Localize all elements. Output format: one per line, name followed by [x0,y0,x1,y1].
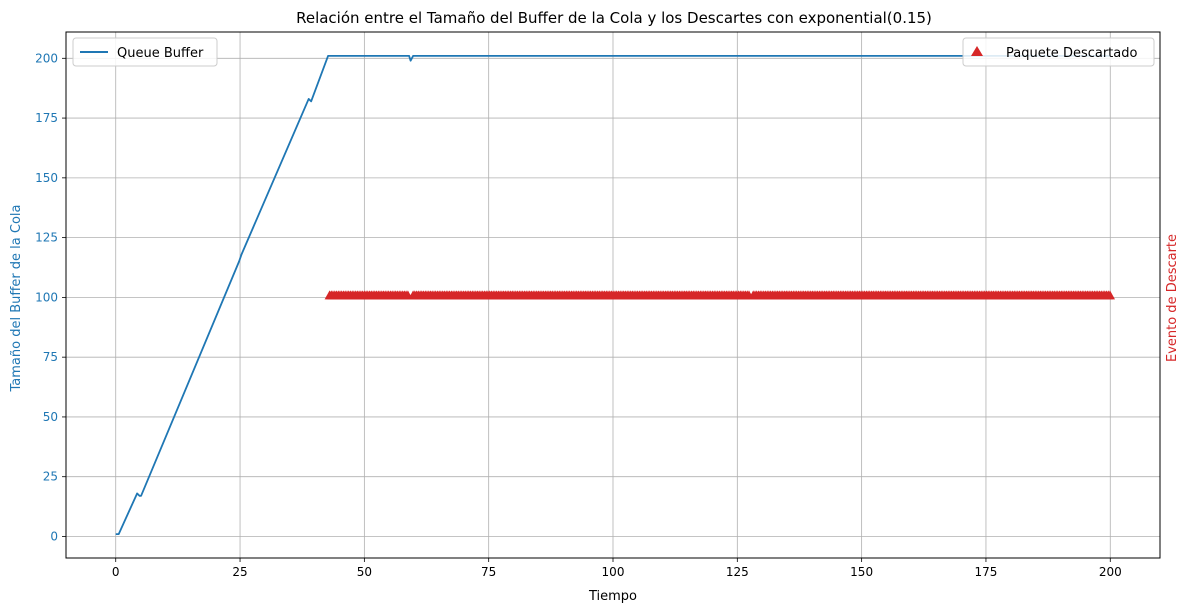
y-tick-label: 25 [43,470,58,484]
legend-left: Queue Buffer [72,37,218,67]
y-tick-label: 0 [50,529,58,543]
x-tick-label: 175 [975,565,998,579]
legend-paquete-descartado: Paquete Descartado [1006,46,1137,61]
x-tick-label: 75 [481,565,496,579]
y-tick-label: 100 [35,290,58,304]
x-tick-label: 100 [602,565,625,579]
legend-queue-buffer: Queue Buffer [117,46,204,61]
chart-title: Relación entre el Tamaño del Buffer de l… [296,9,932,27]
y-axis-label-right: Evento de Descarte [1165,234,1180,362]
legend-right: Paquete Descartado [962,37,1155,67]
y-tick-label: 125 [35,231,58,245]
legend-right-box [962,37,1155,67]
queue-buffer-line [115,55,1111,535]
x-tick-label: 150 [850,565,873,579]
y-tick-label: 175 [35,111,58,125]
y-tick-label: 75 [43,350,58,364]
y-axis-label-left: Tamaño del Buffer de la Cola [9,205,24,393]
x-tick-label: 125 [726,565,749,579]
x-tick-label: 200 [1099,565,1122,579]
x-axis-label: Tiempo [588,589,637,604]
y-axis-ticks: 0 25 50 75 100 125 150 175 200 [35,51,66,543]
x-axis-ticks: 0 25 50 75 100 125 150 175 200 [112,558,1122,579]
x-tick-label: 25 [232,565,247,579]
drop-marker [1105,290,1115,300]
legend-triangle-swatch [971,46,983,56]
x-tick-label: 50 [357,565,372,579]
y-tick-label: 50 [43,410,58,424]
legend-left-box [72,37,218,67]
drop-markers [324,290,1115,300]
y-tick-label: 200 [35,51,58,65]
y-tick-label: 150 [35,171,58,185]
x-tick-label: 0 [112,565,120,579]
